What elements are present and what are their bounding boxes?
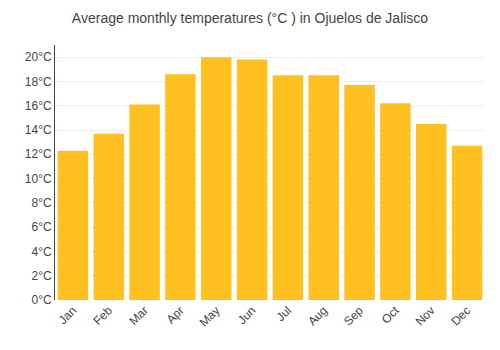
svg-text:6°C: 6°C	[31, 220, 51, 234]
svg-text:20°C: 20°C	[25, 50, 52, 64]
svg-text:Dec: Dec	[448, 303, 473, 328]
svg-text:4°C: 4°C	[31, 245, 51, 259]
svg-text:Average monthly temperatures (: Average monthly temperatures (°C ) in Oj…	[72, 10, 428, 26]
svg-text:Jul: Jul	[274, 303, 295, 324]
svg-text:10°C: 10°C	[25, 172, 52, 186]
svg-text:Feb: Feb	[91, 303, 116, 328]
svg-text:16°C: 16°C	[25, 99, 52, 113]
svg-text:14°C: 14°C	[25, 123, 52, 137]
svg-text:May: May	[197, 303, 223, 329]
svg-text:Sep: Sep	[341, 303, 366, 328]
svg-text:Nov: Nov	[413, 303, 438, 328]
svg-text:12°C: 12°C	[25, 147, 52, 161]
svg-text:2°C: 2°C	[31, 269, 51, 283]
svg-text:Oct: Oct	[379, 303, 403, 327]
svg-text:Jan: Jan	[56, 303, 80, 327]
svg-text:18°C: 18°C	[25, 75, 52, 89]
svg-text:Aug: Aug	[305, 303, 330, 328]
svg-text:0°C: 0°C	[31, 293, 51, 307]
svg-text:Apr: Apr	[164, 303, 187, 326]
svg-text:8°C: 8°C	[31, 196, 51, 210]
svg-text:Jun: Jun	[235, 303, 259, 327]
svg-text:Mar: Mar	[126, 303, 151, 328]
